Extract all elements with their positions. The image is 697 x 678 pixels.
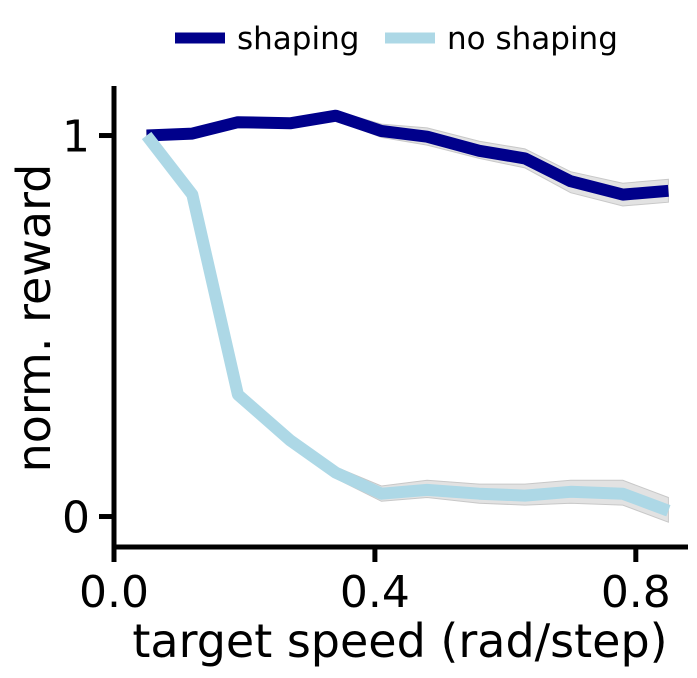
legend: shaping no shaping xyxy=(175,21,618,57)
y-ticks: 01 xyxy=(62,112,114,544)
legend-label-shaping: shaping xyxy=(237,21,359,57)
legend-label-no-shaping: no shaping xyxy=(447,21,618,57)
x-axis-label: target speed (rad/step) xyxy=(132,614,667,668)
x-tick-label: 0.4 xyxy=(340,567,410,618)
x-ticks: 0.0 0.4 0.8 xyxy=(79,547,671,618)
series-lines xyxy=(141,109,671,517)
x-tick-label: 0.8 xyxy=(601,567,671,618)
y-axis-label: norm. reward xyxy=(7,164,61,473)
y-tick-label: 1 xyxy=(62,112,90,163)
series-line-shaping xyxy=(146,109,669,201)
series-line-no-shaping xyxy=(141,131,671,517)
y-tick-label: 0 xyxy=(62,493,90,544)
x-tick-label: 0.0 xyxy=(79,567,149,618)
